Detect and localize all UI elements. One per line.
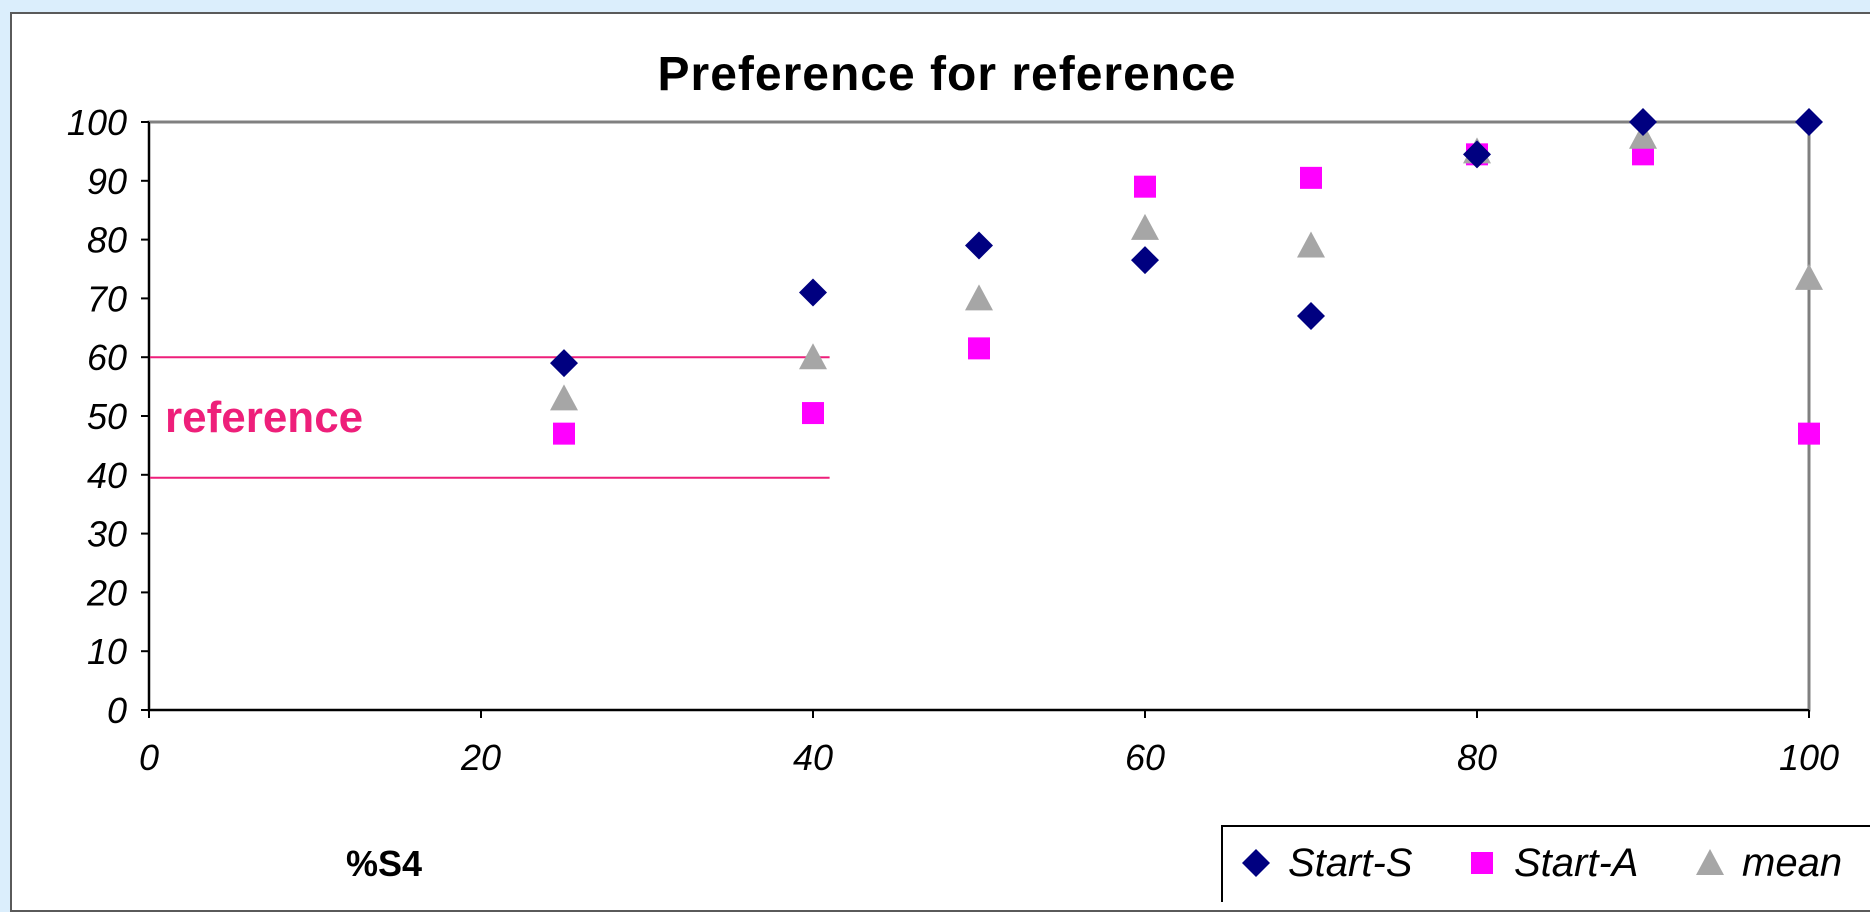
- x-tick-label: 60: [1125, 737, 1165, 778]
- x-tick-label: 100: [1779, 737, 1839, 778]
- data-point: [1798, 422, 1820, 445]
- axes: 0 10 20 30 40 50 60 70 80 90 100 0 20 40 60 80 100: [67, 102, 1839, 778]
- data-point: [799, 343, 827, 370]
- scatter-chart: Preference for reference reference 0 10 20…: [67, 48, 1870, 902]
- data-point: [1463, 140, 1491, 169]
- chart-title: Preference for reference: [658, 48, 1237, 101]
- y-tick-label: 50: [87, 396, 127, 437]
- data-point: [550, 384, 578, 411]
- plot-area: [147, 120, 1811, 712]
- legend-swatch: [1471, 852, 1493, 874]
- y-tick-label: 90: [87, 161, 127, 202]
- data-point: [968, 337, 990, 360]
- legend: Start-S Start-A mean: [1221, 825, 1870, 902]
- data-point: [965, 284, 993, 311]
- data-marks: [550, 108, 1823, 445]
- y-tick-label: 20: [86, 572, 127, 613]
- reference-band: reference: [149, 356, 830, 479]
- x-tick-label: 20: [460, 737, 501, 778]
- data-point: [1632, 143, 1654, 166]
- x-tick-label: 80: [1457, 737, 1497, 778]
- y-tick-label: 0: [107, 690, 127, 731]
- y-tick-label: 10: [87, 631, 127, 672]
- y-tick-label: 40: [87, 455, 127, 496]
- legend-label: Start-S: [1288, 841, 1413, 885]
- chart-frame: Preference for reference reference 0 10 20…: [10, 12, 1870, 912]
- data-point: [553, 422, 575, 445]
- y-tick-label: 70: [87, 278, 127, 319]
- reference-label: reference: [165, 393, 363, 442]
- data-point: [1134, 175, 1156, 198]
- legend-swatch: [1242, 849, 1270, 877]
- data-point: [799, 278, 827, 307]
- series-start-a: [553, 143, 1820, 445]
- data-point: [1131, 213, 1159, 240]
- y-tick-label: 30: [87, 514, 127, 555]
- legend-swatch: [1696, 849, 1724, 875]
- series-mean: [550, 122, 1823, 411]
- data-point: [1297, 302, 1325, 331]
- data-point: [1795, 263, 1823, 290]
- data-point: [1131, 246, 1159, 275]
- y-tick-label: 100: [67, 102, 127, 143]
- y-tick-label: 80: [87, 220, 127, 261]
- data-point: [1629, 108, 1657, 136]
- x-axis-label: %S4: [346, 843, 422, 884]
- data-point: [802, 402, 824, 425]
- data-point: [965, 231, 993, 260]
- x-tick-label: 0: [139, 737, 159, 778]
- data-point: [1795, 108, 1823, 136]
- series-start-s: [550, 108, 1823, 378]
- legend-label: Start-A: [1514, 841, 1638, 885]
- data-point: [1300, 166, 1322, 189]
- x-tick-label: 40: [793, 737, 833, 778]
- y-tick-label: 60: [87, 337, 127, 378]
- legend-label: mean: [1742, 841, 1842, 885]
- data-point: [1297, 231, 1325, 258]
- data-point: [550, 349, 578, 378]
